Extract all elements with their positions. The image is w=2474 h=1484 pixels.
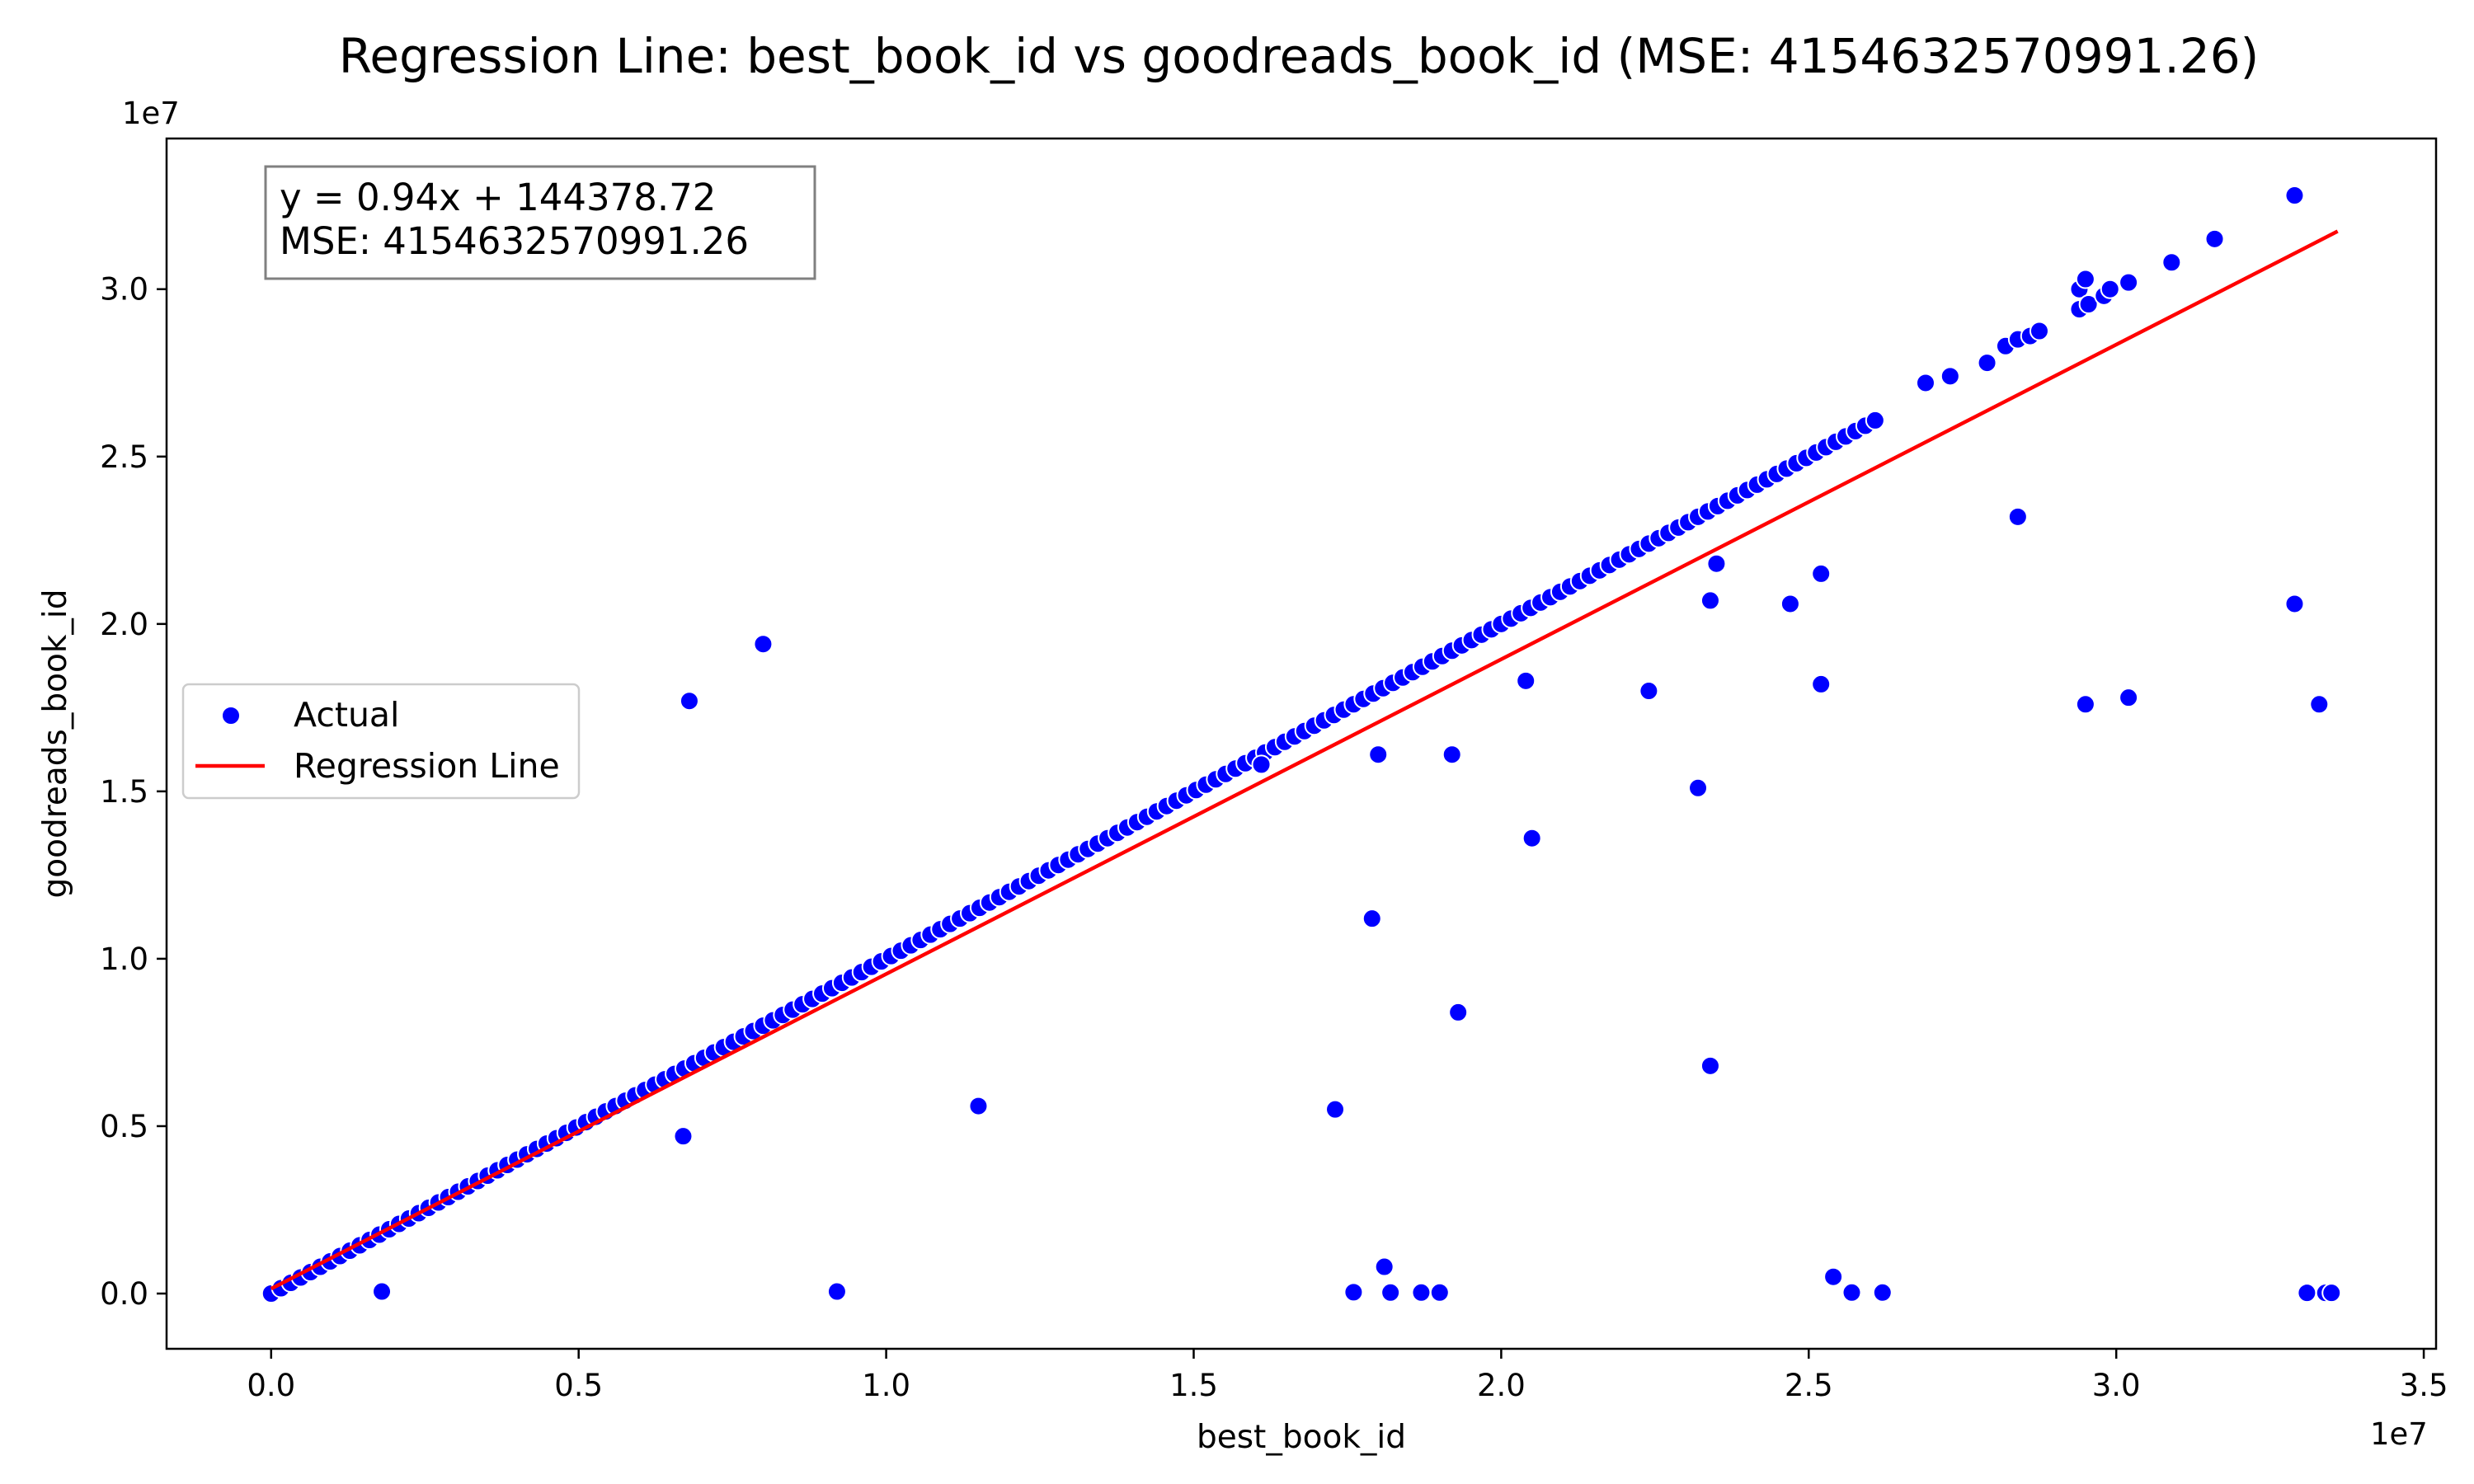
annotation-mse: MSE: 4154632570991.26 [280,219,749,263]
data-point [2297,1283,2317,1303]
legend-actual-marker [221,706,241,726]
y-tick-label: 0.0 [100,1276,148,1312]
legend-box [181,683,581,800]
y-tick-label: 1.0 [100,942,148,977]
plot-area [261,186,2342,1303]
data-point [2284,594,2305,614]
chart-title: Regression Line: best_book_id vs goodrea… [339,28,2260,84]
data-point [673,1126,694,1147]
data-point [1639,681,1659,702]
data-point [1780,594,1800,614]
data-point [1374,1256,1395,1277]
data-point [1429,1282,1450,1303]
data-point [2309,694,2330,715]
data-point [2119,272,2139,293]
y-tick-label: 3.0 [100,272,148,308]
data-point [2075,694,2095,715]
x-tick-label: 1.5 [1169,1368,1218,1403]
y-tick-label: 2.5 [100,439,148,475]
data-point [1411,1282,1432,1303]
data-point [679,691,699,711]
y-tick-label: 2.0 [100,607,148,642]
y-tick-label: 0.5 [100,1109,148,1144]
data-point [2007,506,2028,527]
data-point [826,1281,847,1302]
data-point [2161,252,2182,273]
data-point [1442,744,1462,765]
x-axis: 0.0 0.5 1.0 1.5 2.0 2.5 3.0 3.5 [247,1349,2448,1403]
x-tick-label: 2.0 [1477,1368,1526,1403]
data-point [1380,1282,1401,1303]
data-point [1811,674,1832,694]
data-point [1940,366,1960,387]
x-tick-label: 1.0 [862,1368,910,1403]
data-point [2119,688,2139,708]
x-offset-label: 1e7 [2370,1416,2428,1452]
data-point [372,1281,393,1302]
x-tick-label: 0.0 [247,1368,295,1403]
data-point [1977,353,1997,373]
data-point [1448,1002,1469,1022]
data-point [1343,1282,1364,1303]
x-tick-label: 3.5 [2400,1368,2448,1403]
data-point [1688,777,1709,798]
data-point [1811,563,1832,584]
legend: Actual Regression Line [181,683,581,800]
data-point [2204,228,2225,249]
data-point [2284,186,2305,206]
data-point [1706,553,1727,574]
data-point [2078,294,2099,315]
x-axis-label: best_book_id [1197,1419,1406,1456]
x-tick-label: 2.5 [1785,1368,1833,1403]
y-tick-label: 1.5 [100,774,148,810]
annotation-box [264,165,816,280]
data-point [1823,1266,1844,1287]
equation-annotation: y = 0.94x + 144378.72 MSE: 4154632570991… [264,165,816,280]
data-point [1700,590,1720,611]
data-point [1362,909,1382,929]
annotation-equation: y = 0.94x + 144378.72 [280,176,716,219]
data-point [1872,1282,1893,1303]
y-offset-label: 1e7 [122,96,180,131]
legend-line-label: Regression Line [294,746,560,786]
data-point [2100,279,2120,299]
data-point [2321,1283,2342,1303]
data-point [1522,828,1542,848]
data-point [1251,754,1272,775]
data-point [1915,373,1935,393]
data-point [2029,321,2049,341]
data-point [968,1096,989,1116]
legend-actual-label: Actual [294,695,399,735]
data-point [1516,670,1536,691]
data-point [1700,1055,1720,1076]
data-point [1368,744,1389,765]
x-tick-label: 0.5 [554,1368,603,1403]
data-point [753,634,774,655]
regression-line [270,229,2339,1291]
x-tick-label: 3.0 [2092,1368,2141,1403]
y-axis: 0.0 0.5 1.0 1.5 2.0 2.5 3.0 [100,272,167,1312]
data-point [2075,269,2095,289]
data-point [1325,1099,1346,1120]
data-point [1841,1282,1862,1303]
plot-frame [165,137,2438,1350]
data-point [1865,410,1885,430]
y-axis-label: goodreads_book_id [37,589,74,898]
